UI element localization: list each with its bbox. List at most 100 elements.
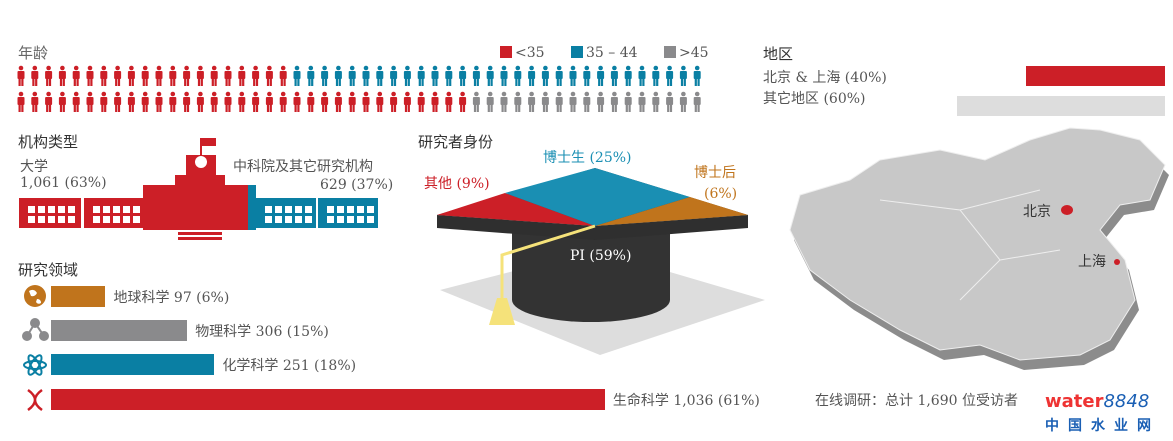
window	[295, 216, 302, 223]
person-icon	[376, 65, 384, 86]
person-icon	[114, 65, 122, 86]
person-icon	[141, 91, 149, 112]
person-icon	[307, 65, 315, 86]
person-icon	[196, 91, 204, 112]
person-icon	[390, 91, 398, 112]
window	[275, 206, 282, 213]
person-icon	[376, 91, 384, 112]
age-legend: <35 35 – 44 >45	[500, 45, 709, 61]
globe-icon	[24, 285, 46, 307]
slice-phd	[505, 168, 690, 226]
person-icon	[500, 91, 508, 112]
person-icon	[666, 91, 674, 112]
person-icon	[583, 91, 591, 112]
person-icon	[555, 91, 563, 112]
window	[123, 216, 130, 223]
person-icon	[390, 65, 398, 86]
window	[275, 216, 282, 223]
label-postdoc: 博士后	[694, 165, 736, 181]
slice-postdoc	[595, 197, 748, 226]
person-icon	[127, 65, 135, 86]
person-icon	[252, 91, 260, 112]
person-icon	[114, 91, 122, 112]
person-icon	[321, 65, 329, 86]
person-icon	[417, 65, 425, 86]
label-postdoc-pct: (6%)	[704, 186, 738, 202]
person-icon	[486, 65, 494, 86]
cas-label: 中科院及其它研究机构	[233, 159, 373, 175]
region-label: 其它地区 (60%)	[763, 91, 866, 107]
person-icon	[31, 91, 39, 112]
region-bar	[956, 96, 1165, 116]
window	[103, 216, 110, 223]
window	[357, 206, 364, 213]
label-other: 其他 (9%)	[424, 176, 490, 192]
person-icon	[334, 65, 342, 86]
region-label: 北京 & 上海 (40%)	[763, 70, 887, 86]
person-icon	[417, 91, 425, 112]
window	[305, 216, 312, 223]
person-icon	[541, 65, 549, 86]
field-bar-label: 物理科学 306 (15%)	[195, 324, 329, 340]
window	[48, 206, 55, 213]
person-icon	[528, 65, 536, 86]
person-icon	[445, 65, 453, 86]
person-icon	[610, 91, 618, 112]
region-bar	[1026, 66, 1165, 86]
role-title: 研究者身份	[418, 133, 494, 151]
person-icon	[141, 65, 149, 86]
person-icon	[472, 65, 480, 86]
map-label-beijing: 北京	[1023, 204, 1051, 220]
window	[357, 216, 364, 223]
field-bar	[51, 286, 106, 307]
window	[265, 206, 272, 213]
person-icon	[224, 65, 232, 86]
window	[347, 216, 354, 223]
person-icon	[624, 65, 632, 86]
window	[265, 216, 272, 223]
person-icon	[265, 91, 273, 112]
window	[337, 216, 344, 223]
legend-item: >45	[663, 45, 709, 61]
window	[113, 206, 120, 213]
person-icon	[459, 91, 467, 112]
window	[93, 216, 100, 223]
watermark-cn: 中国水业网	[1045, 418, 1160, 434]
window	[305, 206, 312, 213]
window	[295, 206, 302, 213]
person-icon	[169, 91, 177, 112]
person-icon	[224, 91, 232, 112]
window	[38, 206, 45, 213]
person-icon	[597, 91, 605, 112]
field-bar	[51, 389, 605, 410]
person-icon	[666, 65, 674, 86]
person-icon	[638, 91, 646, 112]
institution-title: 机构类型	[18, 133, 79, 151]
window	[327, 206, 334, 213]
person-icon	[486, 91, 494, 112]
person-icon	[45, 65, 53, 86]
person-icon	[17, 91, 25, 112]
window	[133, 216, 140, 223]
person-icon	[100, 91, 108, 112]
person-icon	[86, 91, 94, 112]
window	[327, 216, 334, 223]
person-icon	[127, 91, 135, 112]
window	[113, 216, 120, 223]
person-icon	[279, 91, 287, 112]
window	[347, 206, 354, 213]
person-icon	[155, 91, 163, 112]
person-icon	[597, 65, 605, 86]
window	[337, 206, 344, 213]
legend-item: <35	[500, 45, 545, 61]
person-icon	[569, 65, 577, 86]
person-icon	[693, 91, 701, 112]
person-icon	[555, 65, 563, 86]
window	[58, 206, 65, 213]
person-icon	[183, 65, 191, 86]
window	[93, 206, 100, 213]
tassel	[489, 298, 515, 325]
region-title: 地区	[763, 45, 794, 63]
